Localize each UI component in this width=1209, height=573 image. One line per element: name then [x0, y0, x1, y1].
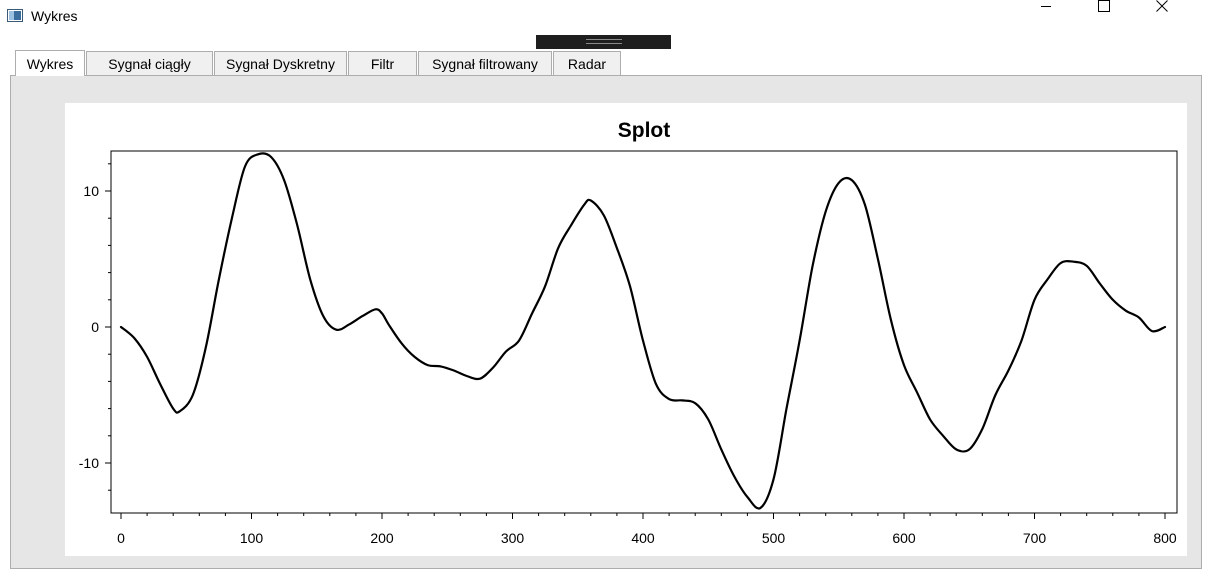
x-tick-label: 600	[892, 530, 916, 546]
tab-label: Filtr	[370, 55, 395, 72]
chart-title: Splot	[618, 119, 671, 142]
plot-frame	[110, 150, 1178, 514]
tab-filtr[interactable]: Filtr	[348, 51, 417, 75]
y-tick-label: 0	[91, 319, 99, 335]
tab-radar[interactable]: Radar	[553, 51, 621, 75]
tab-label: Sygnał ciągły	[108, 55, 191, 72]
x-tick-label: 0	[117, 530, 125, 546]
close-icon	[1156, 0, 1168, 12]
tab-sygnal-filtrowany[interactable]: Sygnał filtrowany	[418, 51, 552, 75]
tab-label: Wykres	[26, 55, 74, 72]
x-tick-label: 700	[1023, 530, 1047, 546]
x-tick-label: 500	[762, 530, 786, 546]
plot-area	[65, 103, 1187, 556]
y-tick-label: 10	[83, 183, 99, 199]
x-tick-label: 800	[1153, 530, 1177, 546]
minimize-button[interactable]	[1040, 0, 1086, 32]
close-button[interactable]	[1156, 0, 1202, 32]
tab-label: Sygnał Dyskretny	[226, 55, 335, 72]
x-tick-label: 200	[370, 530, 394, 546]
series-line	[119, 152, 1167, 510]
tab-sygnal-ciagly[interactable]: Sygnał ciągły	[86, 51, 213, 75]
tab-sygnal-dyskretny[interactable]: Sygnał Dyskretny	[214, 51, 347, 75]
tab-label: Radar	[567, 55, 607, 72]
grip-icon	[586, 39, 622, 44]
x-tick-label: 100	[240, 530, 264, 546]
drag-handle[interactable]	[536, 35, 671, 49]
maximize-button[interactable]	[1098, 0, 1144, 32]
tab-label: Sygnał filtrowany	[432, 55, 538, 72]
x-tick-label: 400	[631, 530, 655, 546]
minimize-icon	[1041, 6, 1051, 7]
window-title: Wykres	[31, 8, 78, 24]
y-tick-label: -10	[79, 455, 99, 471]
tab-wykres[interactable]: Wykres	[15, 50, 85, 76]
app-window-icon	[7, 9, 23, 22]
x-tick-label: 300	[501, 530, 525, 546]
maximize-icon	[1098, 0, 1110, 12]
title-bar: Wykres	[0, 0, 1209, 33]
